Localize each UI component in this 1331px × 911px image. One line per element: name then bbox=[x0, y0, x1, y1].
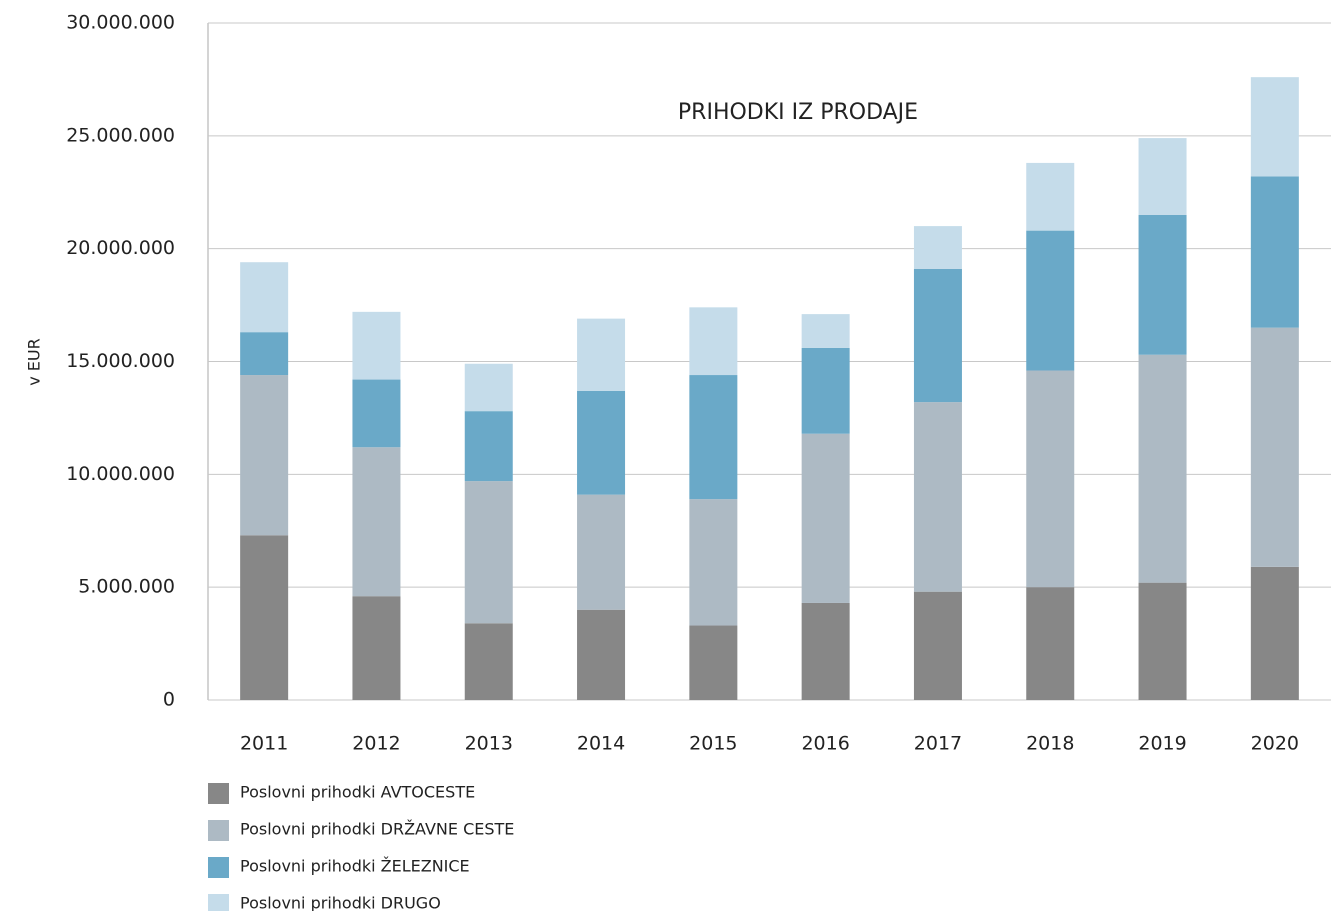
legend-label: Poslovni prihodki AVTOCESTE bbox=[240, 783, 475, 802]
x-tick-label: 2015 bbox=[689, 733, 737, 755]
legend-swatch bbox=[208, 894, 229, 911]
x-tick-label: 2018 bbox=[1026, 733, 1074, 755]
x-tick-label: 2016 bbox=[801, 733, 849, 755]
bar-segment bbox=[689, 375, 738, 500]
bar-segment bbox=[689, 625, 738, 700]
bar-segment bbox=[352, 311, 401, 380]
y-tick-label: 5.000.000 bbox=[78, 576, 175, 598]
bar-segment bbox=[464, 411, 513, 482]
bar-segment bbox=[240, 262, 289, 333]
bar-segment bbox=[1026, 370, 1075, 588]
bar-segment bbox=[1138, 354, 1187, 583]
bar-segment bbox=[913, 402, 962, 592]
y-tick-label: 0 bbox=[163, 689, 175, 711]
bar-segment bbox=[464, 623, 513, 700]
bar-segment bbox=[464, 363, 513, 412]
y-tick-label: 10.000.000 bbox=[66, 463, 175, 485]
bar-segment bbox=[240, 332, 289, 376]
bar-segment bbox=[801, 602, 850, 700]
bar-segment bbox=[577, 609, 626, 700]
bar-segment bbox=[913, 268, 962, 403]
bar-segment bbox=[240, 535, 289, 700]
bar-segment bbox=[464, 481, 513, 624]
bar-segment bbox=[352, 379, 401, 448]
legend-swatch bbox=[208, 820, 229, 841]
bar-segment bbox=[1026, 162, 1075, 231]
bar-segment bbox=[801, 433, 850, 603]
bar-segment bbox=[1026, 587, 1075, 700]
bar-segment bbox=[1250, 327, 1299, 567]
x-tick-label: 2019 bbox=[1138, 733, 1186, 755]
chart-title: PRIHODKI IZ PRODAJE bbox=[678, 100, 918, 125]
x-tick-label: 2014 bbox=[577, 733, 625, 755]
bar-segment bbox=[240, 375, 289, 536]
bar-segment bbox=[577, 494, 626, 610]
bar-segment bbox=[689, 499, 738, 626]
bar-segment bbox=[689, 307, 738, 376]
bar-segment bbox=[913, 226, 962, 269]
x-tick-label: 2011 bbox=[240, 733, 288, 755]
x-tick-label: 2017 bbox=[914, 733, 962, 755]
bar-segment bbox=[801, 314, 850, 348]
bar-segment bbox=[1026, 230, 1075, 371]
bar-segment bbox=[352, 596, 401, 700]
bar-segment bbox=[1138, 138, 1187, 215]
bar-segment bbox=[1250, 566, 1299, 700]
bar-segment bbox=[1138, 582, 1187, 700]
x-tick-label: 2020 bbox=[1251, 733, 1299, 755]
bar-segment bbox=[577, 318, 626, 391]
legend-label: Poslovni prihodki DRŽAVNE CESTE bbox=[240, 820, 514, 839]
legend-label: Poslovni prihodki DRUGO bbox=[240, 894, 441, 911]
y-tick-label: 25.000.000 bbox=[66, 124, 175, 146]
bar-segment bbox=[913, 591, 962, 700]
legend-swatch bbox=[208, 857, 229, 878]
bar-segment bbox=[1250, 77, 1299, 177]
bar-segment bbox=[1138, 214, 1187, 355]
y-axis-label: v EUR bbox=[25, 338, 44, 386]
legend-label: Poslovni prihodki ŽELEZNICE bbox=[240, 857, 470, 876]
bar-segment bbox=[801, 347, 850, 434]
y-tick-label: 15.000.000 bbox=[66, 350, 175, 372]
legend-swatch bbox=[208, 783, 229, 804]
x-tick-label: 2013 bbox=[465, 733, 513, 755]
x-tick-label: 2012 bbox=[352, 733, 400, 755]
bar-segment bbox=[352, 447, 401, 597]
y-tick-label: 30.000.000 bbox=[66, 12, 175, 34]
bar-segment bbox=[1250, 176, 1299, 328]
bar-segment bbox=[577, 390, 626, 495]
y-tick-label: 20.000.000 bbox=[66, 237, 175, 259]
